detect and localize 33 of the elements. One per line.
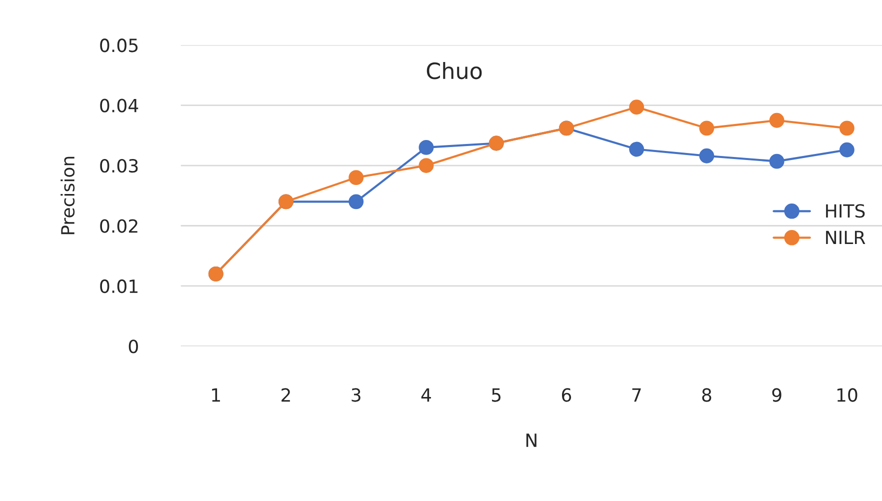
y-tick-label: 0.01 <box>100 279 138 294</box>
point <box>348 170 364 186</box>
x-tick-label: 5 <box>492 388 501 402</box>
point <box>839 142 854 158</box>
point <box>629 142 644 157</box>
point <box>699 148 714 164</box>
legend-label: HITS <box>826 204 865 218</box>
x-tick-label: 8 <box>702 388 712 402</box>
point <box>629 100 644 115</box>
y-tick-label: 0 <box>128 340 138 354</box>
x-tick-label: 7 <box>632 388 641 402</box>
point <box>418 158 434 173</box>
y-tick-label: 0.04 <box>100 98 138 112</box>
x-tick-label: 6 <box>562 388 572 402</box>
y-axis-title: Precision <box>60 156 75 234</box>
legend-label: NILR <box>826 230 866 244</box>
point <box>839 120 854 136</box>
y-tick-label: 0.03 <box>100 158 138 173</box>
x-tick-label: 9 <box>772 388 782 402</box>
point <box>699 120 714 136</box>
y-tick-label: 0.02 <box>100 219 138 233</box>
x-tick-label: 3 <box>352 388 360 402</box>
y-tick-label: 0.05 <box>100 38 138 52</box>
point <box>769 112 784 128</box>
x-tick-label: 1 <box>212 388 220 402</box>
point <box>348 194 364 210</box>
point <box>418 140 434 155</box>
x-tick-label: 4 <box>421 388 431 402</box>
x-tick-label: 2 <box>282 388 290 402</box>
text: Chuo <box>426 62 482 80</box>
point <box>769 154 784 169</box>
x-tick-label: 10 <box>837 388 858 402</box>
x-axis-title: N <box>526 434 536 447</box>
